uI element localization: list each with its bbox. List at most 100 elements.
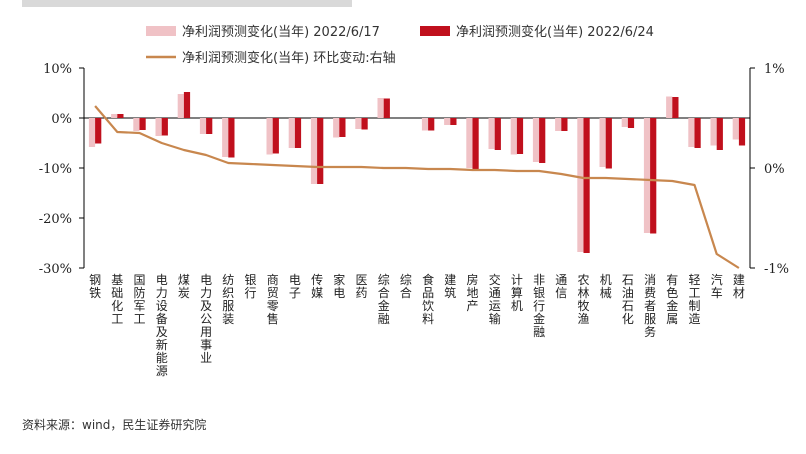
bar-0624 [516,118,524,154]
legend-swatch-1 [146,26,176,36]
category-char: 银 [533,286,545,300]
category-char: 饮 [422,299,434,313]
category-char: 金 [666,298,678,313]
left-tick-label: -20% [39,212,72,227]
category-char: 房 [466,272,478,287]
category-char: 汽 [711,272,723,287]
category-char: 力 [200,286,212,300]
bars [88,92,746,253]
category-char: 电 [200,273,212,287]
category-char: 工 [111,312,123,326]
category-char: 零 [267,299,279,313]
bar-0617 [466,118,473,168]
source-note: 资料来源：wind，民生证券研究院 [22,418,207,432]
bar-0624 [539,118,546,163]
bar-0624 [450,118,457,125]
category-char: 牧 [577,299,589,313]
category-char: 合 [400,285,412,300]
category-char: 金 [533,311,545,326]
category-char: 煤 [178,273,190,287]
bar-0617 [333,118,340,138]
category-char: 商 [267,272,279,287]
legend-label-1: 净利润预测变化(当年) 2022/6/17 [182,24,380,40]
title-strip [22,0,352,7]
category-char: 工 [133,312,145,326]
bar-0624 [583,118,590,253]
bar-0624 [339,118,346,137]
category-char: 防 [133,285,145,300]
bar-0617 [199,118,207,134]
category-char: 医 [355,273,367,287]
category-char: 炭 [178,286,190,300]
category-char: 化 [111,299,123,313]
bar-0617 [377,98,384,118]
bar-0617 [133,118,140,131]
bar-0617 [732,118,739,140]
legend-label-3: 净利润预测变化(当年) 环比变动:右轴 [182,50,396,66]
category-char: 机 [511,299,523,313]
category-char: 石 [622,299,634,313]
category-char: 装 [222,312,234,326]
category-char: 家 [333,272,345,287]
category-char: 服 [644,312,656,326]
category-char: 服 [222,299,234,313]
category-char: 非 [533,273,545,287]
bar-0617 [310,118,318,184]
category-char: 及 [156,325,168,339]
legend: 净利润预测变化(当年) 2022/6/17 净利润预测变化(当年) 2022/6/… [146,24,654,66]
category-char: 消 [644,273,656,287]
category-char: 电 [156,273,168,287]
left-tick-label: -10% [39,162,72,177]
category-char: 源 [156,364,168,378]
category-char: 电 [333,286,345,300]
category-char: 造 [688,312,700,326]
bar-0624 [650,118,657,234]
category-label: 通信 [555,273,567,300]
category-char: 融 [533,325,545,339]
bar-0617 [555,118,562,131]
bar-0617 [421,118,429,131]
bar-0624 [428,118,435,131]
category-label: 家电 [333,272,345,300]
category-char: 行 [533,299,545,313]
category-char: 农 [577,273,589,287]
category-char: 化 [622,312,634,326]
bar-0624 [472,118,479,171]
category-label: 医药 [355,273,367,300]
category-label: 机械 [600,273,612,300]
category-label: 计算机 [511,273,523,313]
category-label: 建材 [733,273,745,300]
category-label: 电子 [289,273,301,300]
bar-0624 [183,92,191,118]
bar-0617 [510,118,517,155]
category-char: 建 [733,273,745,287]
category-char: 属 [666,312,678,326]
category-label: 汽车 [711,272,723,300]
category-char: 输 [489,311,501,326]
category-label: 传媒 [311,272,323,300]
bar-0624 [494,118,501,150]
category-char: 基 [111,273,123,287]
line-series [94,105,740,269]
category-char: 食 [422,272,434,287]
bar-0624 [672,97,679,118]
category-char: 售 [267,311,279,326]
bar-line-chart: 净利润预测变化(当年) 2022/6/17 净利润预测变化(当年) 2022/6/… [39,24,789,378]
category-labels: 钢铁基础化工国防军工电力设备及新能源煤炭电力及公用事业纺织服装银行商贸零售电子传… [89,272,745,378]
bar-0624 [361,118,368,130]
category-char: 石 [622,273,634,287]
bar-0617 [577,118,584,252]
bar-0617 [666,96,673,118]
bar-0617 [355,118,362,129]
category-char: 公 [200,312,212,326]
right-tick-label: 1% [764,62,785,77]
right-tick-label: 0% [764,162,785,177]
bar-0624 [383,98,390,118]
